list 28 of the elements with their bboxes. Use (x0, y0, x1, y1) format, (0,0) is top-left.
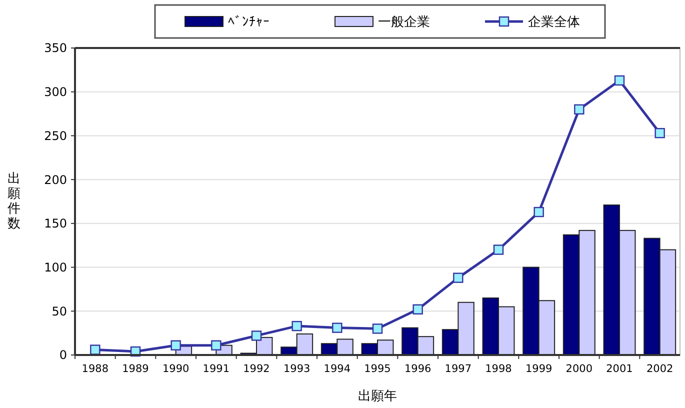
x-tick-label: 1993 (283, 363, 310, 375)
x-axis-title: 出願年 (358, 389, 397, 404)
x-tick-label: 1995 (364, 363, 391, 375)
x-tick-label: 1988 (82, 363, 109, 375)
legend-label: ﾍﾞﾝﾁｬｰ (228, 15, 270, 30)
legend-label: 一般企業 (378, 15, 430, 30)
x-tick-label: 1991 (202, 363, 230, 375)
x-tick-label: 1998 (485, 363, 512, 375)
x-tick-label: 2002 (646, 363, 674, 375)
y-tick-label: 100 (44, 260, 67, 274)
y-tick-label: 250 (44, 128, 67, 143)
y-tick-label: 50 (52, 304, 67, 318)
y-tick-label: 200 (44, 172, 67, 187)
x-tick-label: 2000 (566, 363, 593, 375)
x-tick-label: 1996 (404, 363, 432, 375)
x-tick-label: 1992 (243, 363, 270, 375)
x-tick-label: 2001 (606, 363, 633, 375)
legend-label: 企業全体 (528, 15, 580, 30)
y-tick-label: 300 (44, 85, 67, 100)
x-tick-label: 1999 (525, 363, 552, 375)
x-tick-label: 1990 (162, 363, 190, 375)
x-tick-label: 1989 (122, 363, 149, 375)
y-axis-title: 出願件数 (8, 172, 20, 232)
x-tick-label: 1997 (444, 363, 472, 375)
y-tick-label: 350 (44, 41, 67, 56)
y-tick-label: 150 (44, 216, 67, 231)
x-tick-label: 1994 (324, 363, 351, 375)
y-tick-label: 0 (59, 348, 67, 362)
